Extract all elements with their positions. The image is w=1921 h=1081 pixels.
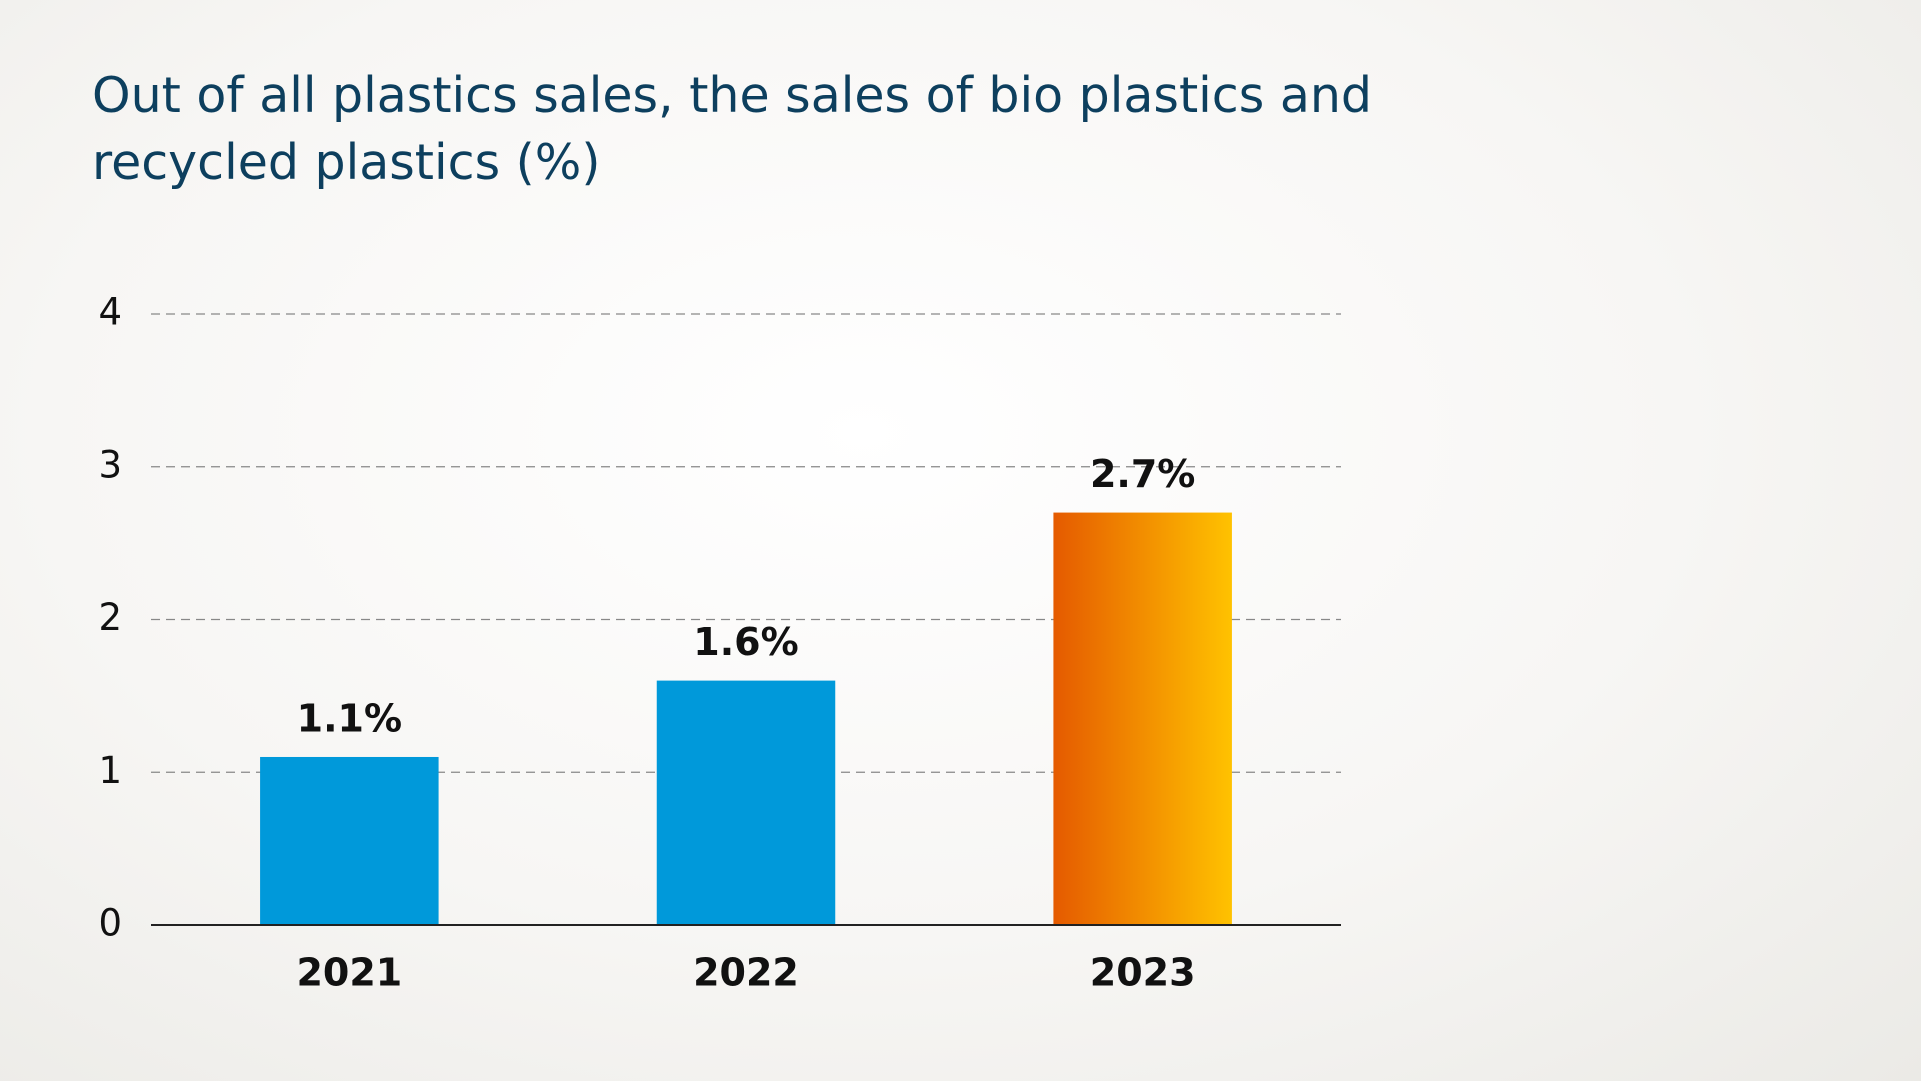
y-tick-label: 0 [98,902,122,945]
x-tick-label: 2023 [1090,951,1196,995]
x-tick-label: 2022 [693,951,799,995]
y-tick-label: 1 [98,749,122,792]
value-label: 2.7% [1090,452,1195,496]
x-tick-label: 2021 [296,951,402,995]
y-tick-label: 4 [98,291,122,334]
chart-title: Out of all plastics sales, the sales of … [92,67,1373,191]
bar [1053,512,1232,925]
bar [260,756,439,925]
value-label: 1.6% [693,620,798,664]
bar [656,680,836,925]
y-tick-label: 2 [98,596,122,639]
value-label: 1.1% [297,696,402,740]
y-tick-label: 3 [98,443,122,486]
